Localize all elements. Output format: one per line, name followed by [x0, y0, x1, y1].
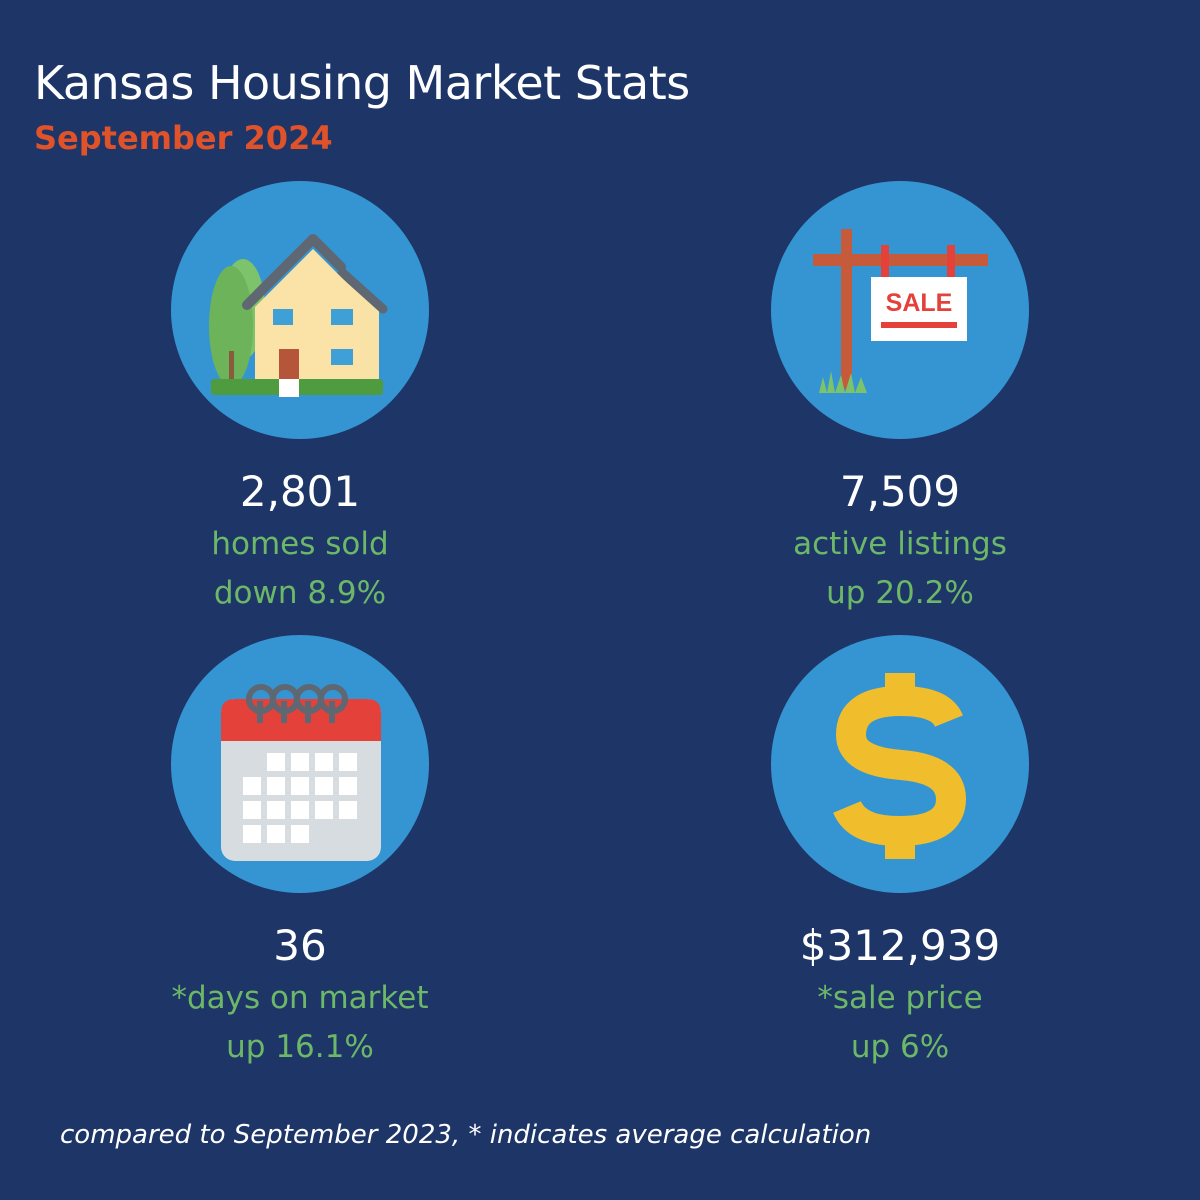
active-listings-value: 7,509 — [839, 467, 961, 516]
calendar-icon — [171, 635, 429, 893]
active-listings-label: active listings — [793, 526, 1007, 562]
sale-price-change: up 6% — [850, 1029, 950, 1065]
homes-sold-change: down 8.9% — [213, 575, 387, 611]
homes-sold-label: homes sold — [211, 526, 389, 562]
house-icon — [171, 181, 429, 439]
page-subtitle: September 2024 — [34, 119, 333, 157]
footnote: compared to September 2023, * indicates … — [60, 1120, 872, 1150]
dollar-sign-icon — [771, 635, 1029, 893]
sign-text: SALE — [886, 289, 953, 317]
stat-active-listings: SALE 7,509 active listings up 20.2% — [640, 181, 1160, 609]
days-on-market-value: 36 — [273, 921, 327, 970]
sale-price-label: *sale price — [817, 980, 983, 1016]
stat-sale-price: $312,939 *sale price up 6% — [640, 635, 1160, 1063]
page-title: Kansas Housing Market Stats — [34, 56, 690, 110]
sale-price-value: $312,939 — [799, 921, 1001, 970]
for-sale-sign-icon: SALE — [771, 181, 1029, 439]
stat-homes-sold: 2,801 homes sold down 8.9% — [40, 181, 560, 609]
stat-days-on-market: 36 *days on market up 16.1% — [40, 635, 560, 1063]
days-on-market-change: up 16.1% — [226, 1029, 374, 1065]
days-on-market-label: *days on market — [171, 980, 429, 1016]
homes-sold-value: 2,801 — [239, 467, 361, 516]
active-listings-change: up 20.2% — [826, 575, 974, 611]
